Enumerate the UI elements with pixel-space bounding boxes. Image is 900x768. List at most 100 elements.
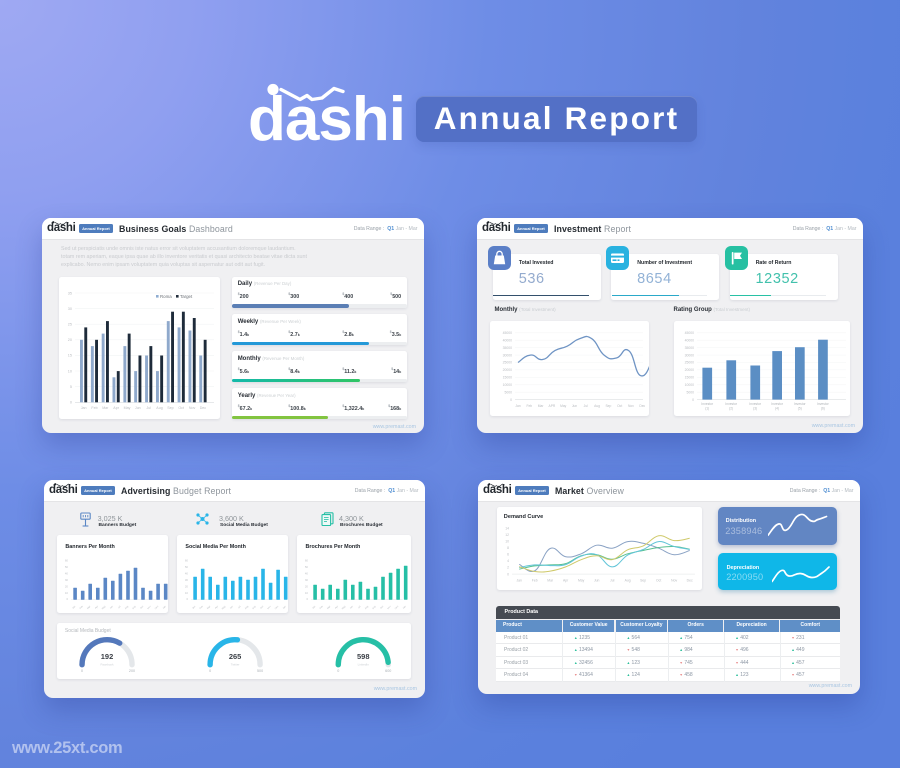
svg-text:May: May	[124, 406, 131, 410]
svg-text:Oct: Oct	[178, 406, 184, 410]
svg-text:Jan: Jan	[192, 605, 197, 610]
svg-text:Jan: Jan	[312, 605, 317, 610]
svg-text:35000: 35000	[684, 346, 694, 350]
svg-text:(1): (1)	[705, 406, 709, 410]
svg-text:Facebook: Facebook	[100, 662, 114, 666]
svg-text:8: 8	[507, 546, 509, 550]
svg-text:Mar: Mar	[326, 605, 331, 610]
svg-text:Sep: Sep	[132, 605, 137, 610]
svg-text:0: 0	[70, 400, 72, 404]
svg-text:Jan: Jan	[72, 605, 77, 610]
svg-text:0: 0	[507, 572, 509, 576]
svg-text:Apr: Apr	[214, 605, 219, 610]
svg-text:Feb: Feb	[79, 605, 84, 610]
svg-text:Feb: Feb	[91, 406, 97, 410]
svg-text:50: 50	[185, 565, 189, 569]
svg-text:Apr: Apr	[94, 605, 99, 610]
svg-text:(3): (3)	[753, 406, 757, 410]
svg-text:192: 192	[101, 652, 114, 661]
svg-text:200: 200	[129, 669, 135, 673]
svg-text:Aug: Aug	[244, 605, 250, 611]
svg-text:Nov: Nov	[147, 605, 152, 610]
svg-text:Mar: Mar	[102, 406, 109, 410]
svg-text:Dec: Dec	[687, 578, 693, 582]
svg-text:Sep: Sep	[372, 605, 377, 610]
svg-text:May: May	[560, 404, 567, 408]
svg-text:Jul: Jul	[146, 406, 151, 410]
svg-text:Jun: Jun	[350, 605, 355, 610]
svg-text:Jan: Jan	[517, 578, 523, 582]
svg-text:5: 5	[70, 385, 72, 389]
svg-text:6: 6	[507, 552, 509, 556]
svg-text:20: 20	[185, 584, 189, 588]
svg-text:50: 50	[305, 565, 309, 569]
svg-text:Investor: Investor	[701, 402, 714, 406]
svg-text:Aug: Aug	[364, 605, 370, 611]
svg-text:Investor: Investor	[749, 402, 762, 406]
svg-text:(5): (5)	[797, 406, 801, 410]
svg-text:Aug: Aug	[594, 404, 600, 408]
svg-text:Feb: Feb	[320, 605, 325, 610]
svg-text:Oct: Oct	[380, 605, 385, 610]
svg-text:12: 12	[506, 533, 510, 537]
svg-text:4: 4	[507, 559, 509, 563]
svg-text:5000: 5000	[505, 390, 513, 394]
svg-text:0: 0	[209, 669, 211, 673]
svg-text:Oct: Oct	[139, 605, 144, 610]
svg-text:10: 10	[185, 591, 189, 595]
svg-text:Jan: Jan	[81, 406, 87, 410]
svg-text:Jun: Jun	[135, 406, 141, 410]
svg-text:Target: Target	[180, 293, 193, 298]
svg-text:Jul: Jul	[358, 605, 362, 609]
svg-text:Sep: Sep	[167, 406, 173, 410]
svg-text:Mar: Mar	[548, 578, 555, 582]
svg-text:30: 30	[65, 578, 69, 582]
svg-text:(4): (4)	[775, 406, 779, 410]
svg-text:15000: 15000	[503, 375, 513, 379]
svg-text:40000: 40000	[684, 338, 694, 342]
svg-text:Oct: Oct	[656, 578, 661, 582]
svg-text:Mar: Mar	[86, 605, 91, 610]
svg-text:600: 600	[385, 669, 391, 673]
svg-text:15: 15	[68, 353, 72, 357]
svg-text:0: 0	[337, 669, 339, 673]
svg-text:2: 2	[507, 565, 509, 569]
svg-text:25: 25	[68, 322, 72, 326]
svg-text:Jun: Jun	[110, 605, 115, 610]
svg-text:Investor: Investor	[771, 402, 784, 406]
svg-text:Aug: Aug	[156, 406, 162, 410]
svg-text:Jan: Jan	[283, 605, 288, 610]
svg-text:Aug: Aug	[124, 605, 130, 611]
svg-text:May: May	[342, 605, 347, 610]
svg-text:Jul: Jul	[118, 605, 122, 609]
svg-text:40000: 40000	[503, 338, 513, 342]
svg-text:10: 10	[65, 591, 69, 595]
svg-text:Jun: Jun	[594, 578, 600, 582]
svg-text:Investor: Investor	[817, 402, 830, 406]
svg-text:Mar: Mar	[538, 404, 545, 408]
svg-text:Investor: Investor	[793, 402, 806, 406]
svg-text:10: 10	[506, 539, 510, 543]
svg-text:20000: 20000	[503, 368, 513, 372]
svg-text:40: 40	[305, 571, 309, 575]
svg-text:5000: 5000	[686, 390, 694, 394]
svg-text:20: 20	[305, 584, 309, 588]
svg-text:APR: APR	[549, 404, 556, 408]
svg-text:Twitter: Twitter	[231, 662, 240, 666]
svg-text:0: 0	[306, 597, 308, 601]
svg-text:Feb: Feb	[527, 404, 533, 408]
svg-text:Jun: Jun	[230, 605, 235, 610]
svg-text:35000: 35000	[503, 346, 513, 350]
svg-text:10000: 10000	[684, 383, 694, 387]
svg-text:Feb: Feb	[199, 605, 204, 610]
svg-text:30: 30	[68, 307, 72, 311]
svg-text:(6): (6)	[820, 406, 824, 410]
svg-text:Aug: Aug	[625, 578, 631, 582]
svg-text:Dec: Dec	[200, 406, 207, 410]
svg-text:Dec: Dec	[275, 605, 280, 610]
svg-text:15000: 15000	[684, 375, 694, 379]
svg-text:35: 35	[68, 291, 72, 295]
svg-text:45000: 45000	[684, 331, 694, 335]
svg-text:0: 0	[692, 398, 694, 402]
svg-text:20: 20	[65, 584, 69, 588]
